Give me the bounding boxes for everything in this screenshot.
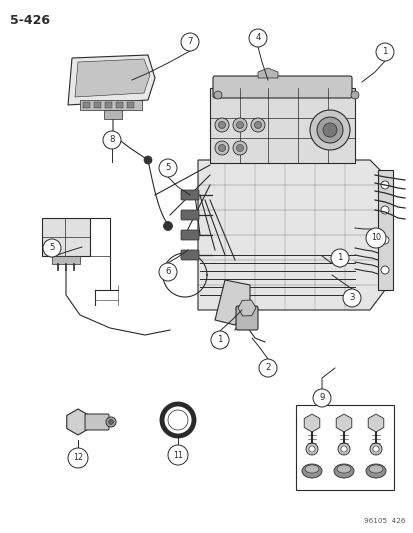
Circle shape — [214, 91, 221, 99]
FancyBboxPatch shape — [42, 218, 90, 256]
Circle shape — [380, 266, 388, 274]
Circle shape — [43, 239, 61, 257]
FancyBboxPatch shape — [83, 102, 90, 108]
Circle shape — [168, 445, 188, 465]
Circle shape — [211, 331, 228, 349]
Text: 5: 5 — [49, 244, 55, 253]
FancyBboxPatch shape — [377, 170, 392, 290]
FancyBboxPatch shape — [180, 210, 199, 220]
Text: 12: 12 — [73, 454, 83, 463]
FancyBboxPatch shape — [52, 256, 80, 264]
Circle shape — [180, 33, 199, 51]
Circle shape — [375, 43, 393, 61]
Text: 7: 7 — [187, 37, 192, 46]
Polygon shape — [257, 68, 277, 78]
Polygon shape — [68, 55, 154, 105]
Circle shape — [259, 359, 276, 377]
FancyBboxPatch shape — [105, 102, 112, 108]
Text: 96105  426: 96105 426 — [363, 518, 405, 524]
Circle shape — [342, 289, 360, 307]
Text: 5: 5 — [165, 164, 170, 173]
Text: 2: 2 — [265, 364, 270, 373]
Circle shape — [380, 181, 388, 189]
Text: 3: 3 — [349, 294, 354, 303]
Circle shape — [214, 141, 228, 155]
Text: 1: 1 — [381, 47, 387, 56]
Ellipse shape — [368, 465, 382, 473]
Circle shape — [250, 118, 264, 132]
Circle shape — [168, 410, 188, 430]
Circle shape — [163, 222, 172, 230]
FancyBboxPatch shape — [180, 250, 199, 260]
Text: 1: 1 — [217, 335, 222, 344]
Circle shape — [103, 131, 121, 149]
FancyBboxPatch shape — [295, 405, 393, 490]
Circle shape — [312, 389, 330, 407]
Circle shape — [308, 446, 314, 452]
Circle shape — [214, 118, 228, 132]
Ellipse shape — [365, 464, 385, 478]
Circle shape — [236, 144, 243, 151]
Circle shape — [159, 159, 177, 177]
Circle shape — [108, 419, 113, 424]
Circle shape — [218, 144, 225, 151]
Circle shape — [106, 417, 116, 427]
Ellipse shape — [336, 465, 350, 473]
Text: 10: 10 — [370, 233, 380, 243]
Circle shape — [309, 110, 349, 150]
Circle shape — [380, 236, 388, 244]
Circle shape — [218, 122, 225, 128]
Text: 6: 6 — [165, 268, 170, 277]
Ellipse shape — [301, 464, 321, 478]
Circle shape — [305, 443, 317, 455]
Circle shape — [159, 263, 177, 281]
FancyBboxPatch shape — [127, 102, 134, 108]
Circle shape — [380, 206, 388, 214]
Circle shape — [233, 118, 247, 132]
Text: 5-426: 5-426 — [10, 14, 50, 27]
Text: 4: 4 — [255, 34, 260, 43]
Ellipse shape — [333, 464, 353, 478]
Ellipse shape — [304, 465, 318, 473]
FancyBboxPatch shape — [235, 306, 257, 330]
Circle shape — [372, 446, 378, 452]
Polygon shape — [197, 160, 384, 310]
FancyBboxPatch shape — [180, 190, 199, 200]
Circle shape — [322, 123, 336, 137]
Polygon shape — [214, 280, 249, 325]
Text: 8: 8 — [109, 135, 114, 144]
Circle shape — [68, 448, 88, 468]
Circle shape — [144, 156, 152, 164]
Circle shape — [369, 443, 381, 455]
Circle shape — [248, 29, 266, 47]
FancyBboxPatch shape — [80, 100, 142, 110]
Text: 9: 9 — [318, 393, 324, 402]
Text: 11: 11 — [173, 450, 183, 459]
FancyBboxPatch shape — [180, 230, 199, 240]
FancyBboxPatch shape — [116, 102, 123, 108]
FancyBboxPatch shape — [85, 414, 109, 430]
FancyBboxPatch shape — [104, 110, 122, 119]
FancyBboxPatch shape — [209, 88, 354, 163]
Polygon shape — [75, 59, 150, 97]
Circle shape — [365, 228, 385, 248]
Circle shape — [254, 122, 261, 128]
Circle shape — [330, 249, 348, 267]
Circle shape — [233, 141, 247, 155]
Circle shape — [337, 443, 349, 455]
Circle shape — [350, 91, 358, 99]
Text: 1: 1 — [337, 254, 342, 262]
FancyBboxPatch shape — [94, 102, 101, 108]
Circle shape — [316, 117, 342, 143]
Circle shape — [236, 122, 243, 128]
Circle shape — [340, 446, 346, 452]
FancyBboxPatch shape — [212, 76, 351, 98]
